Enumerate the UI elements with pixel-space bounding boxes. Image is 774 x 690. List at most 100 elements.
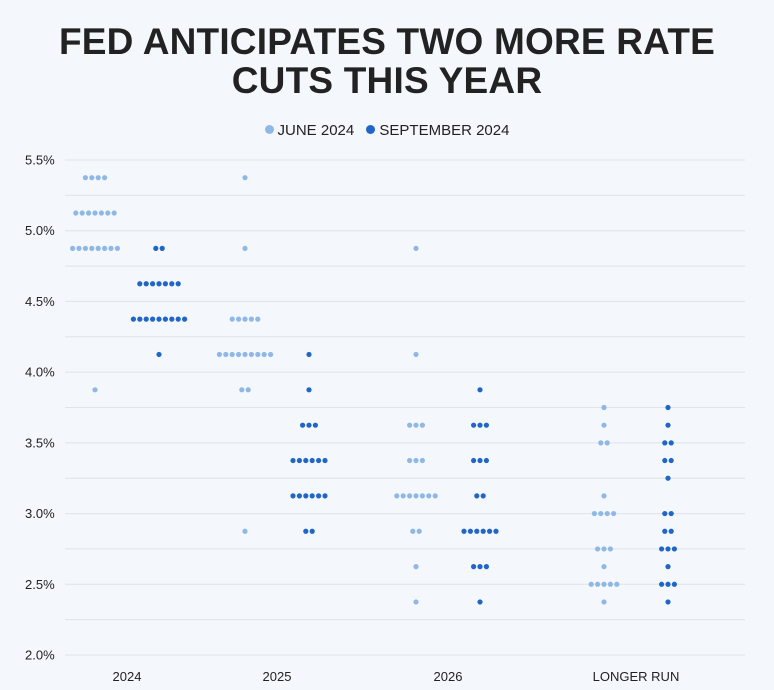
dot — [668, 440, 674, 446]
dot — [137, 281, 143, 287]
dot — [162, 316, 168, 322]
dot — [309, 493, 315, 499]
legend-item-september: SEPTEMBER 2024 — [366, 122, 509, 139]
dot — [290, 493, 296, 499]
dot — [79, 210, 85, 216]
y-tick-label: 4.5% — [25, 294, 55, 309]
dot — [82, 175, 88, 181]
dot — [591, 510, 598, 517]
dot — [601, 564, 607, 570]
dot — [108, 245, 114, 251]
dot — [316, 457, 322, 464]
dot — [614, 581, 620, 587]
dot — [306, 422, 312, 428]
dot — [483, 422, 489, 428]
dot — [432, 493, 438, 499]
dot — [483, 564, 489, 570]
dot — [159, 245, 165, 251]
y-tick-label: 5.5% — [25, 153, 55, 168]
dot — [662, 440, 668, 446]
dot — [268, 351, 274, 358]
chart-title: FED ANTICIPATES TWO MORE RATE CUTS THIS … — [0, 22, 774, 100]
dot — [407, 457, 413, 464]
dot — [150, 316, 156, 322]
dot — [477, 564, 483, 570]
dot — [413, 493, 419, 499]
dot — [671, 546, 678, 552]
chart-legend: JUNE 2024 SEPTEMBER 2024 — [0, 122, 774, 139]
dot — [111, 210, 117, 216]
dot — [480, 528, 486, 534]
dot — [400, 493, 406, 499]
dot — [229, 351, 235, 358]
dot — [413, 422, 419, 428]
dot — [419, 493, 425, 499]
x-tick-label: 2026 — [434, 669, 463, 684]
dot — [255, 316, 261, 322]
dot — [92, 387, 98, 393]
dot — [303, 493, 309, 499]
legend-swatch-june — [264, 125, 274, 134]
dot — [156, 281, 162, 287]
legend-swatch-september — [366, 125, 376, 134]
dot — [306, 351, 312, 358]
dot — [416, 528, 422, 534]
dot — [296, 493, 302, 499]
dot — [665, 546, 671, 552]
dot — [73, 210, 79, 216]
dot — [175, 316, 181, 322]
dot — [668, 510, 674, 517]
dot — [588, 581, 594, 587]
dot — [604, 440, 610, 446]
dot — [607, 581, 614, 587]
dot — [130, 316, 136, 322]
dot — [316, 493, 322, 499]
dot — [665, 422, 671, 428]
dot — [303, 457, 309, 464]
dot — [182, 316, 188, 322]
x-tick-label: 2025 — [263, 669, 292, 684]
dot — [595, 546, 601, 552]
dot — [394, 493, 400, 499]
dot — [242, 351, 248, 358]
dot — [662, 528, 668, 534]
dot — [598, 510, 604, 517]
dot — [611, 510, 617, 517]
y-tick-label: 5.0% — [25, 223, 55, 238]
dot — [407, 493, 413, 499]
y-tick-label: 3.5% — [25, 435, 55, 450]
dot — [242, 245, 248, 251]
dot — [487, 528, 493, 534]
dot — [216, 351, 222, 358]
dot — [70, 245, 76, 251]
dot — [467, 528, 473, 534]
y-tick-label: 4.0% — [25, 365, 55, 380]
dot — [236, 316, 242, 322]
dot — [98, 210, 104, 216]
dot — [92, 210, 98, 216]
legend-item-june: JUNE 2024 — [264, 122, 354, 139]
dot — [150, 281, 156, 287]
dot — [477, 457, 483, 464]
dot — [261, 351, 267, 358]
dot — [76, 245, 82, 251]
dot — [223, 351, 229, 358]
y-tick-label: 2.5% — [25, 577, 55, 592]
dot — [82, 245, 88, 251]
dot — [169, 316, 175, 322]
y-axis: 2.0% 2.5% 3.0% 3.5% 4.0% 4.5% 5.0% 5.5% — [25, 153, 55, 663]
x-tick-label: 2024 — [113, 669, 142, 684]
dot — [665, 564, 671, 570]
dots-layer — [70, 175, 678, 605]
dot — [483, 457, 489, 464]
dot — [105, 210, 111, 216]
dot — [89, 175, 95, 181]
dot — [242, 528, 248, 534]
dot — [102, 175, 108, 181]
dot — [410, 528, 416, 534]
dot — [601, 422, 607, 428]
dot — [242, 175, 248, 181]
chart-title-line-2: CUTS THIS YEAR — [231, 60, 543, 101]
dot — [471, 422, 477, 428]
